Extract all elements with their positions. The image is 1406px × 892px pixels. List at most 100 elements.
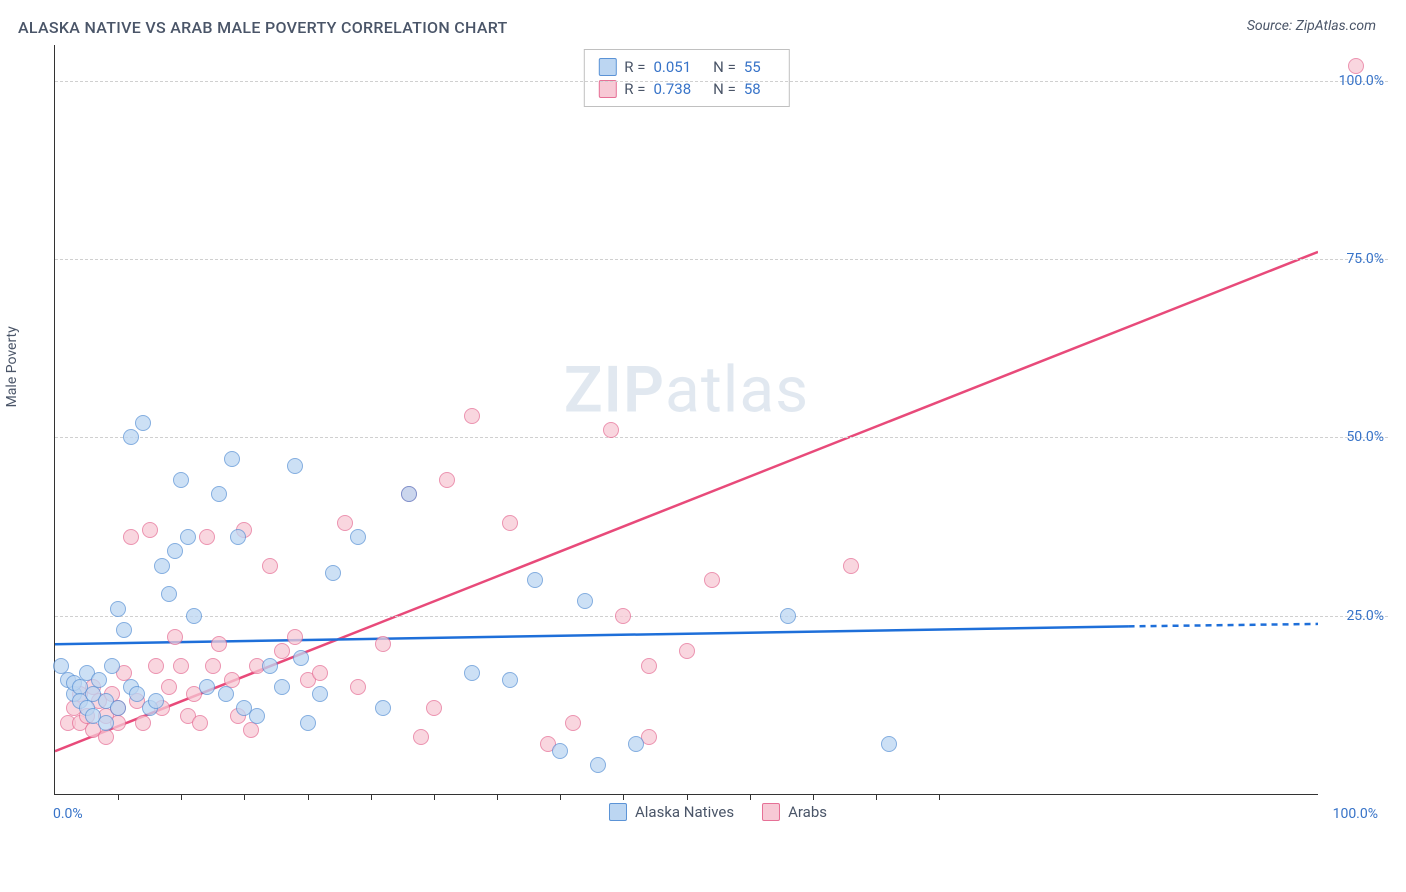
alaska-point xyxy=(173,472,189,488)
trend-line xyxy=(1129,623,1318,627)
stats-legend: R = 0.051 N = 55 R = 0.738 N = 58 xyxy=(583,49,789,107)
n-value-arab: 58 xyxy=(744,80,761,98)
arab-point xyxy=(243,722,259,738)
alaska-point xyxy=(161,586,177,602)
alaska-point xyxy=(224,451,240,467)
alaska-point xyxy=(167,543,183,559)
arab-point xyxy=(615,608,631,624)
x-tick-0: 0.0% xyxy=(53,806,83,822)
alaska-point xyxy=(148,693,164,709)
x-minor-tick xyxy=(750,794,751,800)
arab-point xyxy=(199,529,215,545)
arab-point xyxy=(350,679,366,695)
alaska-point xyxy=(91,672,107,688)
alaska-point xyxy=(154,558,170,574)
legend-label-alaska: Alaska Natives xyxy=(635,803,734,821)
arab-point xyxy=(312,665,328,681)
arab-point xyxy=(173,658,189,674)
x-minor-tick xyxy=(813,794,814,800)
x-minor-tick xyxy=(939,794,940,800)
x-minor-tick xyxy=(118,794,119,800)
arab-point xyxy=(641,658,657,674)
legend-label-arab: Arabs xyxy=(788,803,827,821)
arab-point xyxy=(211,636,227,652)
arab-point xyxy=(123,529,139,545)
arab-point xyxy=(192,715,208,731)
arab-point xyxy=(413,729,429,745)
chart-container: Male Poverty ZIPatlas R = 0.051 N = 55 R… xyxy=(48,45,1388,835)
r-value-arab: 0.738 xyxy=(653,80,691,98)
alaska-point xyxy=(230,529,246,545)
n-label: N = xyxy=(713,58,736,76)
watermark-atlas: atlas xyxy=(665,352,809,427)
arab-point xyxy=(464,408,480,424)
alaska-point xyxy=(502,672,518,688)
alaska-point xyxy=(123,429,139,445)
alaska-point xyxy=(186,608,202,624)
plot-area: ZIPatlas R = 0.051 N = 55 R = 0.738 N = … xyxy=(54,45,1318,795)
r-value-alaska: 0.051 xyxy=(653,58,691,76)
y-axis-label: Male Poverty xyxy=(4,326,20,407)
arab-point xyxy=(262,558,278,574)
alaska-point xyxy=(274,679,290,695)
x-minor-tick xyxy=(497,794,498,800)
alaska-point xyxy=(180,529,196,545)
alaska-point xyxy=(262,658,278,674)
alaska-point xyxy=(104,658,120,674)
y-tick-label: 50.0% xyxy=(1346,429,1384,445)
r-label: R = xyxy=(624,80,645,98)
legend-item-alaska: Alaska Natives xyxy=(609,803,734,821)
y-tick-label: 100.0% xyxy=(1339,73,1384,89)
source-label: Source: ZipAtlas.com xyxy=(1247,18,1376,34)
alaska-point xyxy=(881,736,897,752)
alaska-point xyxy=(110,700,126,716)
alaska-point xyxy=(780,608,796,624)
chart-title: ALASKA NATIVE VS ARAB MALE POVERTY CORRE… xyxy=(18,18,508,37)
swatch-alaska xyxy=(598,58,616,76)
bottom-legend: Alaska Natives Arabs xyxy=(609,803,827,821)
alaska-point xyxy=(218,686,234,702)
arab-point xyxy=(148,658,164,674)
arab-point xyxy=(843,558,859,574)
alaska-point xyxy=(110,601,126,617)
gridline xyxy=(55,437,1388,438)
arab-point xyxy=(161,679,177,695)
arab-point xyxy=(704,572,720,588)
alaska-point xyxy=(325,565,341,581)
arab-point xyxy=(337,515,353,531)
alaska-point xyxy=(590,757,606,773)
x-tick-100: 100.0% xyxy=(1333,806,1378,822)
alaska-point xyxy=(375,700,391,716)
alaska-point xyxy=(293,650,309,666)
alaska-point xyxy=(401,486,417,502)
alaska-point xyxy=(350,529,366,545)
x-minor-tick xyxy=(434,794,435,800)
alaska-point xyxy=(199,679,215,695)
n-label: N = xyxy=(713,80,736,98)
alaska-point xyxy=(211,486,227,502)
alaska-point xyxy=(628,736,644,752)
arab-point xyxy=(502,515,518,531)
alaska-point xyxy=(577,593,593,609)
arab-point xyxy=(167,629,183,645)
arab-point xyxy=(274,643,290,659)
arab-point xyxy=(439,472,455,488)
watermark: ZIPatlas xyxy=(564,352,809,427)
legend-item-arab: Arabs xyxy=(762,803,827,821)
trend-line xyxy=(55,252,1318,751)
alaska-point xyxy=(98,715,114,731)
arab-point xyxy=(1348,58,1364,74)
x-minor-tick xyxy=(687,794,688,800)
y-tick-label: 75.0% xyxy=(1346,251,1384,267)
arab-point xyxy=(565,715,581,731)
alaska-point xyxy=(129,686,145,702)
x-minor-tick xyxy=(308,794,309,800)
alaska-point xyxy=(300,715,316,731)
alaska-point xyxy=(527,572,543,588)
x-minor-tick xyxy=(244,794,245,800)
trend-lines xyxy=(55,45,1318,794)
arab-point xyxy=(287,629,303,645)
x-minor-tick xyxy=(560,794,561,800)
arab-point xyxy=(375,636,391,652)
alaska-point xyxy=(552,743,568,759)
